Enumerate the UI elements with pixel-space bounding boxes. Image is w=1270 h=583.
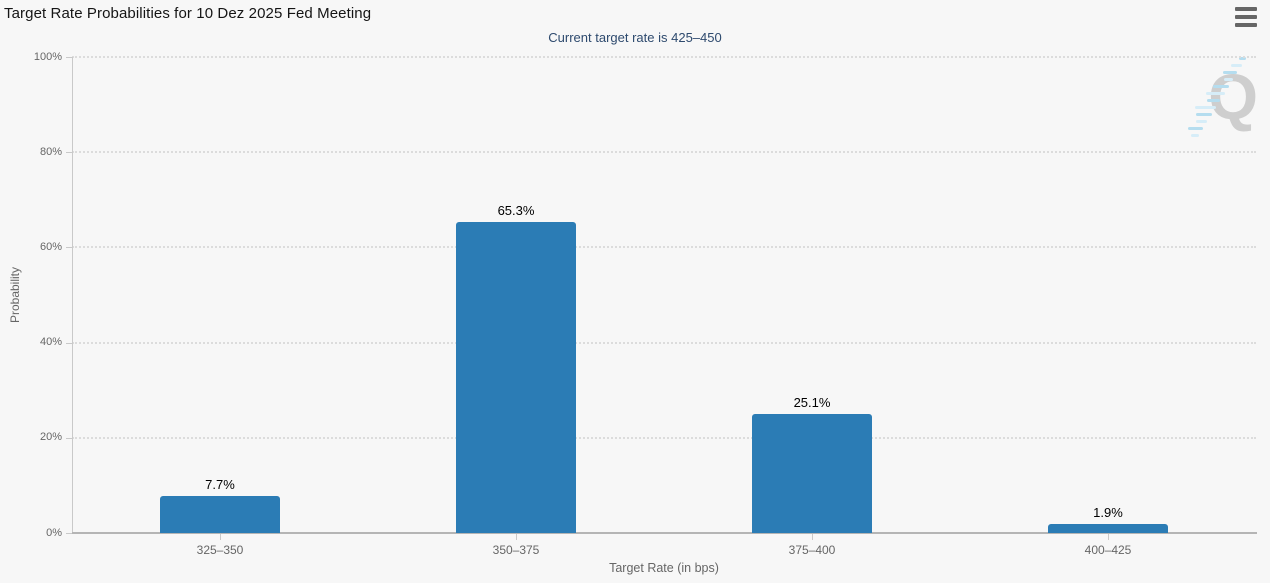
watermark-stripe xyxy=(1224,78,1234,81)
watermark-stripe xyxy=(1194,106,1216,109)
hamburger-menu-icon xyxy=(1235,7,1257,11)
chart-context-menu-button[interactable] xyxy=(1235,7,1259,27)
y-gridline xyxy=(72,436,1256,439)
y-gridline xyxy=(72,246,1256,249)
y-gridline xyxy=(72,56,1256,58)
y-axis-label: 60% xyxy=(39,240,62,253)
bar-350–375[interactable] xyxy=(456,222,576,533)
x-axis-tick xyxy=(812,534,813,540)
y-axis-tick xyxy=(66,342,72,344)
watermark-stripe xyxy=(1230,64,1242,67)
x-axis-line xyxy=(72,532,1257,534)
y-axis-label: 20% xyxy=(39,431,62,444)
watermark-stripe xyxy=(1205,92,1225,95)
bar-value-label: 7.7% xyxy=(205,477,235,493)
bar-value-label: 65.3% xyxy=(497,203,535,219)
y-axis-label: 0% xyxy=(46,526,62,539)
y-axis-label: 100% xyxy=(33,50,62,63)
watermark-stripe xyxy=(1207,99,1221,102)
y-axis-tick xyxy=(66,437,72,439)
hamburger-menu-icon xyxy=(1235,15,1257,19)
hamburger-menu-icon xyxy=(1235,23,1257,27)
bar-value-label: 1.9% xyxy=(1093,504,1123,520)
bar-325–350[interactable] xyxy=(160,496,280,533)
watermark-stripe xyxy=(1188,127,1203,130)
bar-value-label: 25.1% xyxy=(793,394,831,410)
y-gridline xyxy=(72,341,1256,344)
y-axis-tick xyxy=(66,152,72,154)
watermark-stripe xyxy=(1223,71,1238,74)
y-axis-tick xyxy=(66,533,72,534)
bar-375–400[interactable] xyxy=(752,413,872,533)
watermark-stripe xyxy=(1212,85,1229,88)
y-axis-tick xyxy=(66,57,72,58)
watermark-q-logo: Q xyxy=(1182,55,1262,147)
y-axis-label: 80% xyxy=(39,145,62,158)
y-axis-line xyxy=(72,57,73,533)
watermark-stripe xyxy=(1195,113,1212,116)
watermark-q-letter: Q xyxy=(1208,61,1258,133)
y-axis-tick xyxy=(66,247,72,249)
chart-subtitle: Current target rate is 425–450 xyxy=(548,30,722,45)
y-gridline xyxy=(72,151,1256,154)
x-axis-label: 400–425 xyxy=(1084,543,1132,557)
chart-title: Target Rate Probabilities for 10 Dez 202… xyxy=(4,5,372,22)
x-axis-tick xyxy=(1108,534,1109,540)
bar-400–425[interactable] xyxy=(1048,523,1168,533)
x-axis-label: 325–350 xyxy=(196,543,244,557)
y-axis-label: 40% xyxy=(39,336,62,349)
watermark-stripe xyxy=(1190,134,1199,137)
x-axis-label: 375–400 xyxy=(788,543,836,557)
x-axis-tick xyxy=(516,534,517,540)
x-axis-label: 350–375 xyxy=(492,543,540,557)
x-axis-tick xyxy=(220,534,221,540)
x-axis-title: Target Rate (in bps) xyxy=(609,561,719,575)
watermark-stripe xyxy=(1196,120,1208,123)
y-axis-title: Probability xyxy=(8,266,22,324)
